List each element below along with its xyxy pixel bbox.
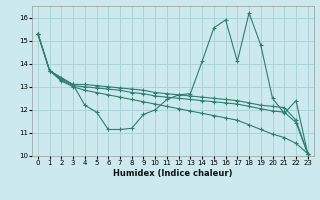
X-axis label: Humidex (Indice chaleur): Humidex (Indice chaleur) — [113, 169, 233, 178]
